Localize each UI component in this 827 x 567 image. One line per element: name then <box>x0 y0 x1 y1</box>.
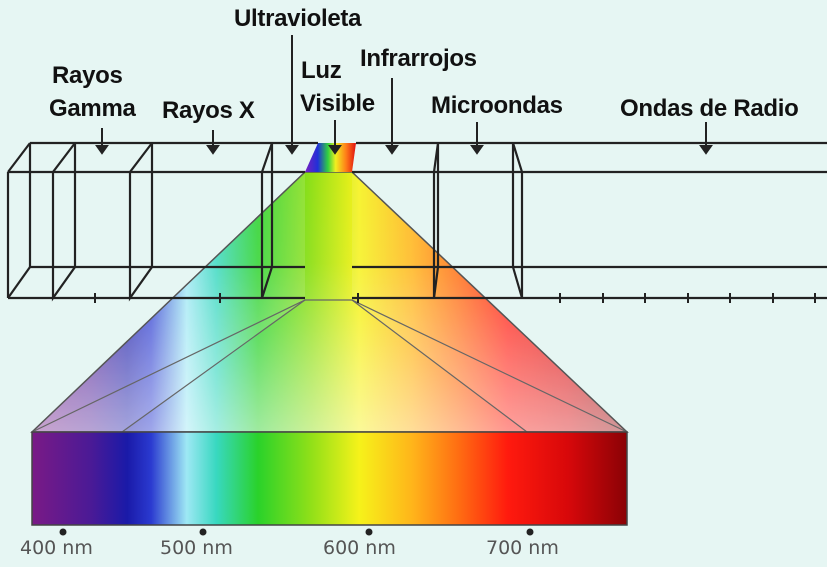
spectrum-tube <box>6 141 827 302</box>
wavelength-label-500: 500 nm <box>160 537 233 559</box>
label-visible-light-line1: Luz <box>301 57 342 84</box>
label-x-rays: Rayos X <box>162 97 255 124</box>
label-pointers <box>95 35 713 155</box>
wavelength-label-700: 700 nm <box>486 537 559 559</box>
visible-light-beam <box>305 143 356 172</box>
label-radio-waves: Ondas de Radio <box>620 95 799 122</box>
label-infrared: Infrarrojos <box>360 45 477 72</box>
spectrum-fan <box>30 171 629 433</box>
visible-spectrum-bar <box>31 431 628 526</box>
label-microwaves: Microondas <box>431 92 563 119</box>
tube-ticks <box>94 293 816 303</box>
label-gamma-rays-line2: Gamma <box>49 95 136 122</box>
wavelength-label-400: 400 nm <box>20 537 93 559</box>
wavelength-tick-marks <box>59 528 534 536</box>
label-gamma-rays-line1: Rayos <box>52 62 123 89</box>
wavelength-label-600: 600 nm <box>323 537 396 559</box>
label-visible-light-line2: Visible <box>300 90 375 117</box>
label-ultraviolet: Ultravioleta <box>234 5 362 32</box>
